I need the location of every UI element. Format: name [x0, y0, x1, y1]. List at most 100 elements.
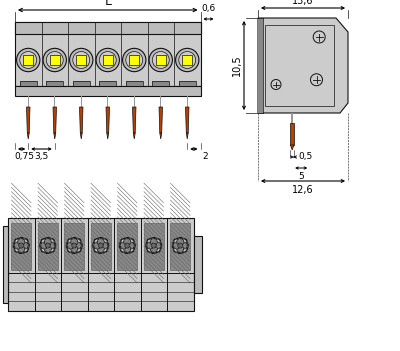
Circle shape: [14, 242, 21, 249]
Circle shape: [310, 74, 322, 86]
Bar: [11, 223, 31, 270]
Bar: [290, 123, 294, 145]
Polygon shape: [80, 133, 82, 139]
Circle shape: [124, 238, 131, 245]
Circle shape: [67, 242, 74, 249]
Text: 13,6: 13,6: [292, 0, 314, 6]
Circle shape: [147, 242, 154, 249]
Text: 5: 5: [298, 172, 304, 181]
Text: 0,6: 0,6: [201, 4, 216, 13]
Circle shape: [43, 48, 66, 72]
Bar: [186, 96, 188, 110]
FancyBboxPatch shape: [15, 239, 28, 252]
Text: 12,6: 12,6: [292, 185, 314, 195]
Circle shape: [177, 238, 184, 245]
FancyBboxPatch shape: [41, 239, 54, 252]
Circle shape: [18, 245, 25, 252]
Bar: [99, 81, 116, 86]
Bar: [134, 96, 135, 110]
Circle shape: [98, 243, 103, 248]
Circle shape: [46, 52, 63, 68]
Bar: [3, 226, 8, 303]
Polygon shape: [186, 133, 188, 139]
Bar: [156, 55, 166, 65]
FancyBboxPatch shape: [147, 239, 160, 252]
Circle shape: [73, 52, 90, 68]
Circle shape: [48, 242, 55, 249]
Circle shape: [313, 31, 325, 43]
Bar: [38, 223, 58, 270]
Circle shape: [179, 52, 196, 68]
Bar: [80, 96, 82, 110]
Circle shape: [151, 243, 156, 248]
Circle shape: [97, 245, 104, 252]
Circle shape: [125, 243, 130, 248]
Circle shape: [150, 238, 157, 245]
Bar: [76, 55, 86, 65]
Circle shape: [178, 243, 183, 248]
Circle shape: [120, 242, 127, 249]
Bar: [160, 96, 162, 110]
Bar: [170, 223, 190, 270]
Polygon shape: [54, 133, 56, 139]
Circle shape: [72, 243, 77, 248]
Circle shape: [71, 238, 78, 245]
Circle shape: [152, 52, 169, 68]
Circle shape: [41, 242, 48, 249]
Bar: [15, 22, 200, 34]
Polygon shape: [53, 107, 56, 133]
Circle shape: [180, 242, 187, 249]
Bar: [54, 96, 56, 110]
Bar: [23, 55, 33, 65]
Circle shape: [44, 245, 51, 252]
Text: 0,75: 0,75: [14, 152, 34, 161]
Polygon shape: [160, 133, 162, 139]
FancyBboxPatch shape: [121, 239, 134, 252]
Polygon shape: [106, 107, 110, 133]
Polygon shape: [107, 133, 109, 139]
Bar: [126, 81, 143, 86]
Bar: [129, 55, 139, 65]
Circle shape: [124, 245, 131, 252]
Circle shape: [21, 242, 28, 249]
Bar: [179, 81, 196, 86]
Text: 0,5: 0,5: [298, 152, 312, 160]
Bar: [73, 81, 90, 86]
Circle shape: [150, 245, 157, 252]
Polygon shape: [80, 107, 83, 133]
Circle shape: [44, 238, 51, 245]
Bar: [64, 223, 84, 270]
Circle shape: [122, 48, 146, 72]
Circle shape: [70, 48, 93, 72]
Circle shape: [126, 52, 143, 68]
Circle shape: [74, 242, 81, 249]
FancyBboxPatch shape: [68, 239, 81, 252]
Polygon shape: [132, 107, 136, 133]
Polygon shape: [133, 133, 135, 139]
Bar: [28, 96, 29, 110]
Bar: [144, 223, 164, 270]
Circle shape: [97, 238, 104, 245]
Polygon shape: [26, 107, 30, 133]
Bar: [15, 86, 200, 96]
Circle shape: [19, 243, 24, 248]
Polygon shape: [290, 145, 294, 150]
Circle shape: [127, 242, 134, 249]
Polygon shape: [258, 18, 348, 113]
Polygon shape: [186, 107, 189, 133]
Bar: [182, 55, 192, 65]
Bar: [258, 18, 263, 113]
Circle shape: [149, 48, 172, 72]
Text: 2: 2: [202, 152, 208, 161]
Circle shape: [177, 245, 184, 252]
Text: 10,5: 10,5: [232, 55, 242, 76]
Circle shape: [271, 79, 281, 90]
Bar: [91, 223, 111, 270]
Circle shape: [101, 242, 108, 249]
Bar: [20, 81, 37, 86]
Bar: [103, 55, 113, 65]
Circle shape: [99, 52, 116, 68]
Circle shape: [71, 245, 78, 252]
Bar: [117, 223, 137, 270]
Bar: [265, 25, 334, 106]
